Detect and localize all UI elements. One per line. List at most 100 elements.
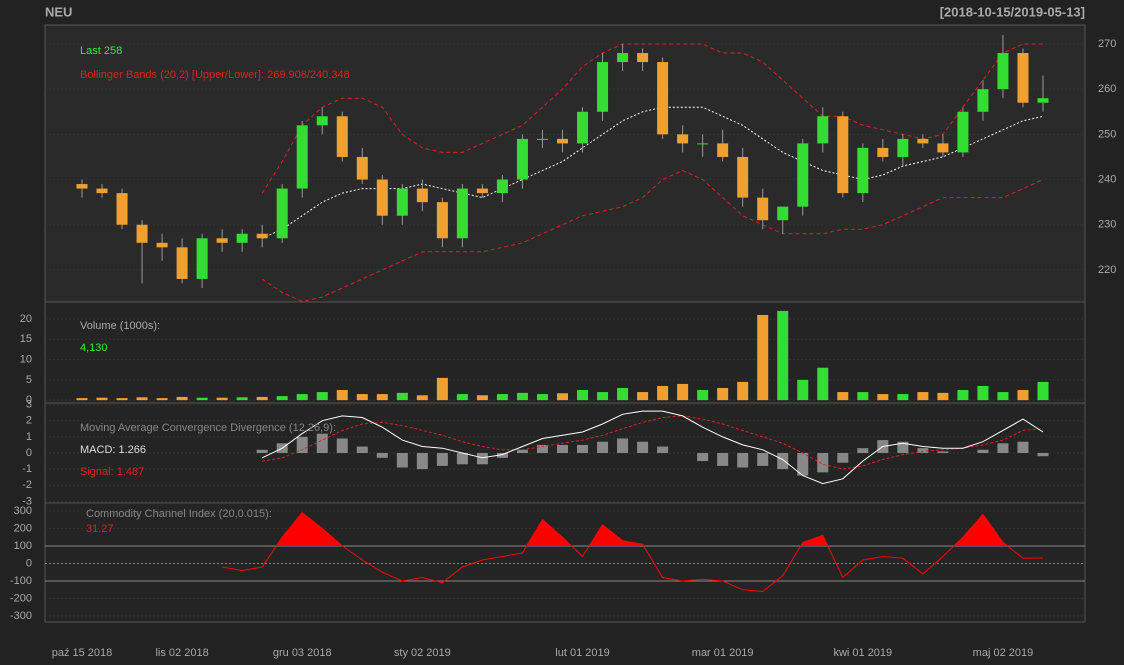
volume-bar: [136, 397, 148, 401]
volume-bar: [997, 392, 1009, 401]
volume-bar: [516, 392, 528, 401]
y-tick-label: 20: [20, 313, 32, 325]
candle-body: [216, 238, 228, 243]
candle-body: [76, 184, 88, 189]
panel: [44, 24, 1086, 303]
volume-last: 4,130: [80, 342, 108, 354]
candle-body: [416, 188, 428, 203]
macd-histogram: [617, 438, 629, 453]
cci-title: Commodity Channel Index (20,0.015):: [86, 508, 272, 520]
candle-body: [516, 138, 528, 180]
macd-histogram: [376, 453, 388, 458]
y-tick-label: 0: [26, 447, 32, 459]
candle-body: [116, 193, 128, 225]
candle-body: [677, 134, 689, 144]
candle-body: [476, 188, 488, 194]
candle-body: [697, 143, 709, 145]
volume-bar: [577, 390, 589, 401]
macd-histogram: [857, 448, 869, 453]
signal-line: [262, 415, 1044, 470]
volume-bar: [1017, 390, 1029, 401]
x-tick-label: lut 01 2019: [555, 647, 609, 659]
y-tick-label: 220: [1098, 264, 1116, 276]
panel: [44, 502, 1086, 623]
candle-body: [597, 62, 609, 112]
volume-label: Volume (1000s):: [80, 320, 160, 332]
candle-body: [276, 188, 288, 239]
macd-histogram: [396, 453, 408, 468]
candle-body: [657, 62, 669, 135]
x-tick-label: mar 01 2019: [692, 647, 754, 659]
bollinger-lower: [261, 169, 1044, 303]
candle-body: [957, 111, 969, 153]
macd-histogram: [536, 444, 548, 453]
macd-histogram: [516, 449, 528, 453]
macd-line: [261, 410, 1044, 485]
y-tick-label: 10: [20, 354, 32, 366]
volume-bar: [957, 390, 969, 401]
candle-body: [797, 143, 809, 207]
y-tick-label: -2: [22, 479, 32, 491]
y-tick-label: -300: [10, 610, 32, 622]
macd-histogram: [937, 451, 949, 453]
volume-bar: [216, 397, 228, 401]
candle-body: [1037, 98, 1049, 103]
candle-body: [376, 179, 388, 216]
y-tick-label: 15: [20, 333, 32, 345]
volume-bar: [96, 397, 108, 401]
candle-body: [737, 156, 749, 198]
candle-body: [176, 247, 188, 279]
volume-bar: [977, 385, 989, 401]
candle-body: [997, 53, 1009, 90]
y-tick-label: -1: [22, 463, 32, 475]
candle-body: [256, 233, 268, 239]
candle-body: [577, 111, 589, 144]
macd-histogram: [416, 453, 428, 470]
candle-body: [777, 206, 789, 221]
volume-bar: [877, 394, 889, 401]
x-tick-label: paź 15 2018: [52, 647, 113, 659]
volume-bar: [757, 314, 769, 401]
volume-bar: [356, 394, 368, 401]
macd-histogram: [837, 453, 849, 463]
volume-bar: [657, 385, 669, 401]
y-tick-label: 3: [26, 399, 32, 411]
macd-histogram: [336, 438, 348, 453]
volume-bar: [376, 394, 388, 401]
candle-body: [837, 116, 849, 194]
cci-line: [222, 511, 1044, 593]
candle-body: [196, 238, 208, 279]
y-tick-label: 240: [1098, 173, 1116, 185]
y-tick-label: 5: [26, 374, 32, 386]
volume-bar: [937, 392, 949, 401]
date-range: [2018-10-15/2019-05-13]: [940, 4, 1085, 19]
y-tick-label: -100: [10, 575, 32, 587]
volume-bar: [256, 396, 268, 401]
cci-value: 31.27: [86, 523, 114, 535]
volume-bar: [897, 394, 909, 401]
y-tick-label: 0: [26, 557, 32, 569]
candle-body: [556, 138, 569, 144]
volume-bar: [637, 392, 649, 401]
volume-bar: [817, 367, 829, 401]
y-tick-label: 270: [1098, 38, 1116, 50]
macd-histogram: [296, 436, 308, 453]
volume-bar: [436, 377, 448, 401]
x-tick-label: gru 03 2018: [273, 647, 332, 659]
x-tick-label: maj 02 2019: [973, 647, 1034, 659]
macd-histogram: [556, 444, 569, 453]
candle-body: [436, 202, 448, 239]
macd-histogram: [637, 441, 649, 453]
y-tick-label: 100: [14, 540, 32, 552]
volume-bar: [456, 394, 468, 401]
volume-bar: [196, 397, 208, 401]
volume-bar: [536, 394, 548, 401]
macd-histogram: [316, 433, 328, 453]
volume-bar: [717, 387, 729, 401]
macd-title: Moving Average Convergence Divergence (1…: [80, 422, 336, 434]
y-tick-label: 1: [26, 431, 32, 443]
macd-histogram: [817, 453, 829, 473]
volume-bar: [476, 395, 488, 401]
candle-body: [717, 143, 729, 157]
